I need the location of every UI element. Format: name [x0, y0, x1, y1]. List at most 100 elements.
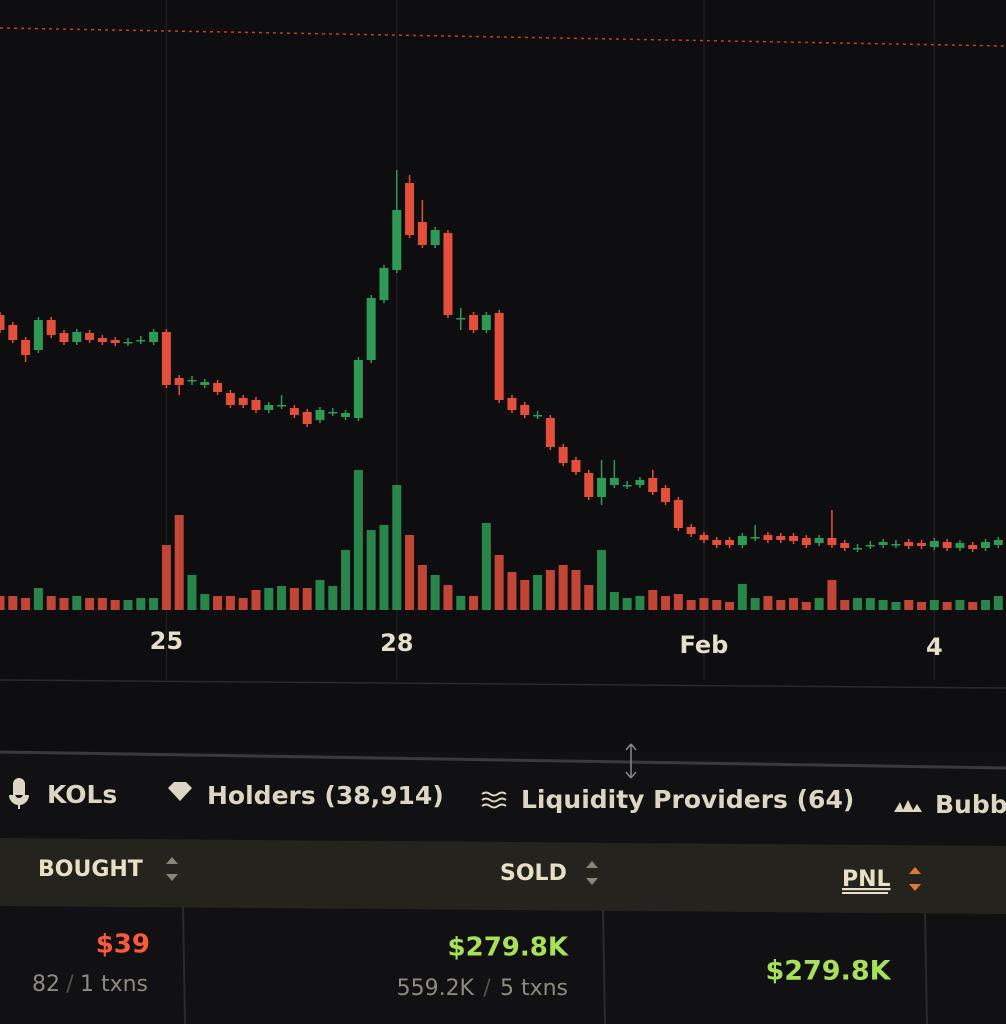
- candle-body: [136, 340, 146, 342]
- cell-borders: [182, 905, 928, 1024]
- candle-body: [609, 478, 619, 485]
- x-tick-label: 28: [380, 629, 413, 657]
- candle-body: [520, 405, 530, 415]
- candle-body: [968, 545, 978, 549]
- candle-body: [917, 543, 927, 546]
- candle-body: [545, 418, 555, 447]
- resize-handle[interactable]: [625, 743, 637, 779]
- candle-body: [110, 340, 120, 343]
- volume-bar: [213, 596, 223, 610]
- candle-body: [507, 398, 517, 410]
- volume-bar: [469, 596, 479, 610]
- volume-bar: [85, 598, 95, 610]
- volume-bar: [264, 588, 274, 610]
- column-header[interactable]: SOLD: [500, 861, 567, 886]
- mic-icon: [9, 778, 29, 809]
- tab[interactable]: Holders (38,914): [207, 781, 444, 810]
- candle-body: [251, 400, 261, 410]
- volume-bar: [622, 598, 632, 610]
- candle-body: [737, 536, 747, 545]
- sort-icon[interactable]: [166, 857, 178, 881]
- candle-body: [289, 408, 299, 415]
- volume-bar: [904, 600, 914, 610]
- candle-body: [993, 540, 1003, 545]
- volume-bar: [379, 525, 389, 610]
- candle-body: [725, 540, 735, 545]
- volume-bar: [942, 602, 952, 610]
- candle-body: [481, 315, 491, 330]
- x-tick-label: 25: [150, 627, 183, 655]
- volume-bar: [853, 598, 863, 610]
- volume-bar: [814, 598, 824, 610]
- candle-body: [430, 230, 440, 245]
- candle-body: [33, 320, 43, 350]
- candle-body: [686, 527, 696, 534]
- volume-bar: [456, 596, 466, 610]
- column-header[interactable]: PNL: [842, 867, 891, 892]
- column-header[interactable]: BOUGHT: [38, 857, 143, 882]
- x-tick-label: Feb: [679, 631, 728, 659]
- candle-body: [187, 380, 197, 382]
- volume-bar: [72, 596, 82, 610]
- volume-bar: [597, 550, 607, 610]
- sort-icon[interactable]: [586, 861, 598, 885]
- tab[interactable]: Liquidity Providers (64): [521, 785, 854, 814]
- bought-amount: $39: [96, 930, 150, 960]
- candle-body: [277, 405, 287, 407]
- volume-bar: [507, 572, 517, 610]
- candle-body: [392, 210, 402, 270]
- candle-body: [0, 315, 5, 330]
- candle-body: [597, 478, 607, 497]
- volume-bar: [494, 555, 504, 610]
- candle-body: [123, 342, 133, 344]
- candle-body: [417, 222, 427, 245]
- candle-body: [789, 536, 799, 541]
- x-tick-label: 4: [926, 633, 943, 661]
- volume-bar: [661, 596, 671, 610]
- candle-body: [494, 313, 504, 400]
- bubble-icon: [894, 800, 922, 812]
- bought-txns: 1 txns: [80, 972, 148, 997]
- divider: [0, 750, 1006, 770]
- volume-bar: [328, 586, 338, 610]
- volume-bar: [8, 596, 18, 610]
- candle-body: [366, 298, 376, 360]
- volume-bar: [609, 592, 619, 610]
- volume-bar: [584, 585, 594, 610]
- candle-body: [801, 538, 811, 545]
- volume-bar: [891, 602, 901, 610]
- volume-bar: [187, 575, 197, 610]
- volume-bar: [481, 523, 491, 610]
- candle-body: [353, 360, 363, 418]
- candle-body: [763, 535, 773, 540]
- tab-bar: KOLs Holders (38,914) Liquidity Provider…: [9, 778, 1006, 819]
- tab[interactable]: Bubb: [935, 790, 1006, 819]
- volume-bar: [801, 602, 811, 610]
- candle-body: [955, 543, 965, 548]
- bought-tokens: 82: [32, 972, 60, 997]
- candle-body: [635, 480, 645, 485]
- volume-bar: [33, 588, 43, 610]
- sold-txns: 5 txns: [500, 976, 568, 1001]
- candle-body: [558, 447, 568, 463]
- volume-bar: [545, 570, 555, 610]
- volume-bar: [0, 596, 5, 610]
- candle-body: [699, 535, 709, 540]
- volume-bar: [315, 580, 325, 610]
- volume-bar: [149, 598, 159, 610]
- tab[interactable]: KOLs: [47, 780, 117, 809]
- volume-bar: [981, 600, 991, 610]
- candle-body: [878, 542, 888, 545]
- candle-body: [776, 536, 786, 540]
- candle-body: [981, 542, 991, 548]
- candle-body: [750, 537, 760, 539]
- candle-body: [149, 332, 159, 342]
- sort-icon[interactable]: [909, 867, 921, 891]
- volume-bar: [686, 600, 696, 610]
- sold-amount: $279.8K: [448, 933, 569, 963]
- diamond-icon: [168, 782, 192, 801]
- candle-body: [469, 315, 479, 330]
- volume-bar: [699, 598, 709, 610]
- candle-body: [942, 542, 952, 548]
